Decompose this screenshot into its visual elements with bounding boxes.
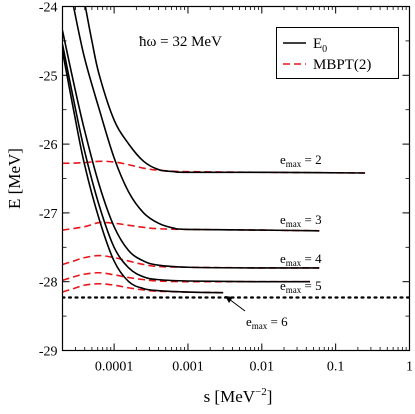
mbpt-curve-emax-5 xyxy=(62,271,311,283)
legend-mbpt-label: MBPT(2) xyxy=(313,57,371,73)
y-axis-title: E [MeV] xyxy=(5,148,24,209)
emax-6-arrow-line xyxy=(228,298,246,312)
y-tick-label: -25 xyxy=(39,69,58,84)
mbpt-curve-emax-4 xyxy=(62,254,320,269)
legend: E0 MBPT(2) xyxy=(276,27,399,79)
text-layer: 0.0001 0.001 0.01 0.1 1 -24 -25 -26 -27 -28 -29 s [… xyxy=(5,1,413,407)
e0-curve-emax-5 xyxy=(62,44,311,283)
e0-curve-emax-4 xyxy=(62,30,320,269)
legend-e0-label: E0 xyxy=(313,36,327,55)
x-tick-label: 1 xyxy=(406,360,413,375)
ticks-layer xyxy=(62,6,410,351)
y-tick-label: -28 xyxy=(39,276,58,291)
mbpt-curve-emax-2 xyxy=(62,160,366,174)
e0-curve-emax-3 xyxy=(72,6,320,232)
legend-box xyxy=(276,27,399,79)
y-tick-label: -26 xyxy=(39,138,58,153)
e0-curve-emax-6 xyxy=(62,51,224,294)
y-tick-label: -29 xyxy=(39,345,58,360)
x-tick-label: 0.0001 xyxy=(95,360,134,375)
y-tick-label: -27 xyxy=(39,207,58,222)
emax-label-6: emax = 6 xyxy=(246,314,288,331)
emax-label-4: emax = 4 xyxy=(280,251,322,268)
x-tick-label: 0.1 xyxy=(327,360,345,375)
e0-layer xyxy=(62,6,366,294)
x-axis-title: s [MeV−2] xyxy=(204,386,273,406)
emax-label-2: emax = 2 xyxy=(280,152,322,169)
x-tick-label: 0.01 xyxy=(250,360,275,375)
emax-label-3: emax = 3 xyxy=(280,212,322,229)
x-tick-label: 0.001 xyxy=(172,360,204,375)
emax-label-5: emax = 5 xyxy=(280,278,322,295)
annotation-hbar-omega: ħω = 32 MeV xyxy=(139,34,222,50)
e0-curve-emax-2 xyxy=(84,6,366,174)
emax-6-arrow-head xyxy=(225,296,233,303)
y-tick-label: -24 xyxy=(39,1,58,16)
